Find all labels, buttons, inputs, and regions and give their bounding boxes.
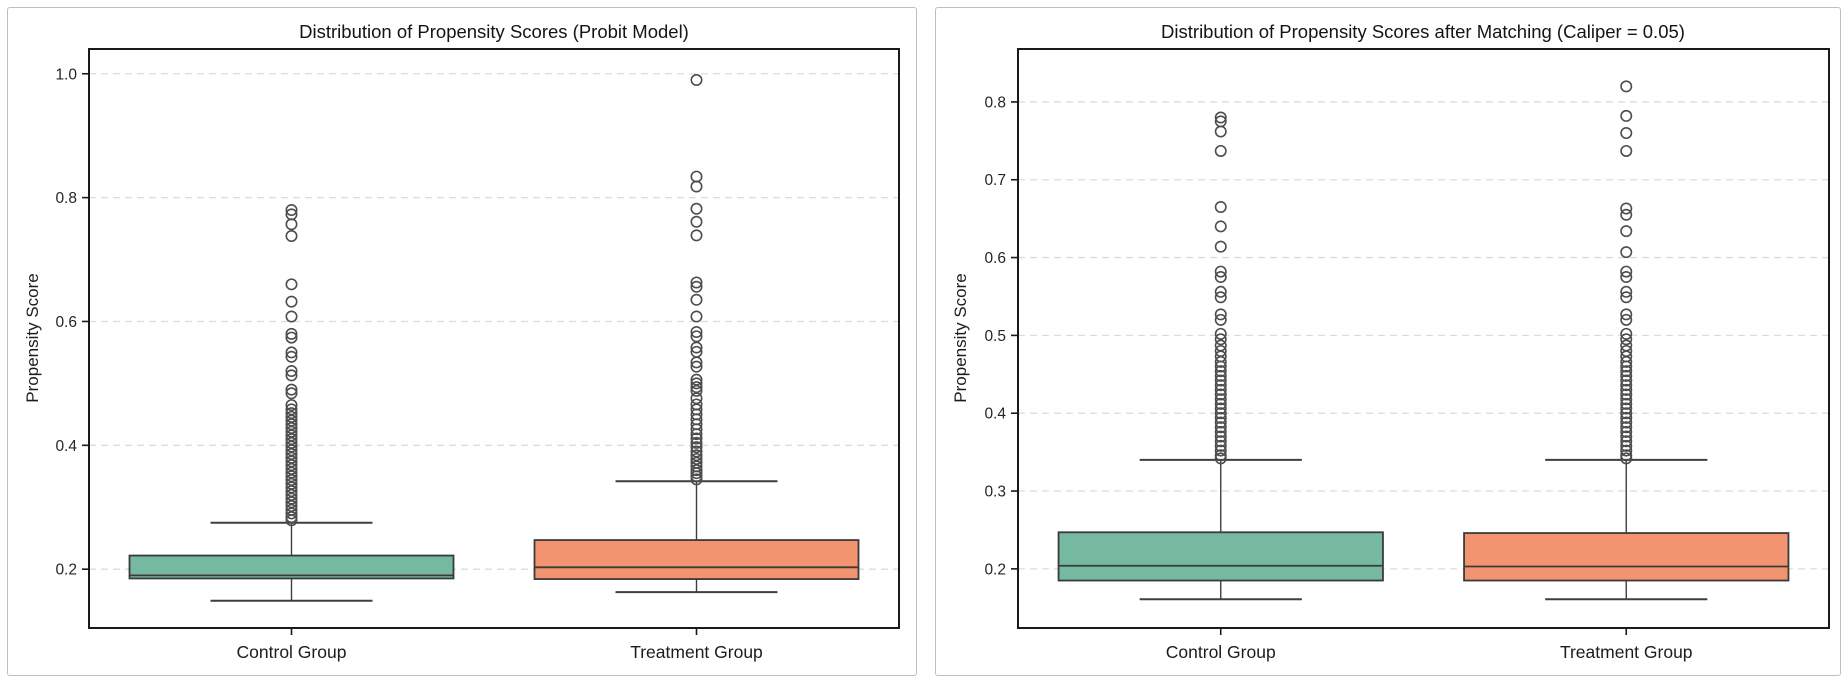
chart-panel-after-matching: 0.2 0.3 0.4 0.5 0.6 0.7 0.8 Control Group Treatm…: [935, 7, 1841, 676]
y-tick-label: 0.6: [984, 250, 1006, 267]
outliers-treatment-group: [690, 73, 703, 486]
y-axis: 0.2 0.3 0.4 0.5 0.6 0.7 0.8: [984, 94, 1018, 578]
plot-border: [1017, 48, 1830, 629]
x-tick-label: Control Group: [1166, 642, 1276, 662]
y-tick-label: 0.2: [55, 562, 77, 579]
outliers-control-group: [285, 204, 298, 527]
y-axis-label: Propensity Score: [23, 273, 42, 402]
box-treatment-group: [1463, 458, 1790, 601]
y-tick-label: 0.8: [55, 190, 77, 207]
plot-area: 0.2 0.4 0.6 0.8 1.0 Control Group Treatment Gr…: [55, 48, 900, 662]
x-axis: Control Group Treatment Group: [237, 628, 763, 662]
chart-title: Distribution of Propensity Scores after …: [1161, 21, 1685, 42]
box-treatment-group: [533, 480, 860, 594]
y-tick-label: 1.0: [55, 66, 77, 83]
y-tick-label: 0.5: [984, 328, 1006, 345]
y-axis: 0.2 0.4 0.6 0.8 1.0: [55, 66, 89, 579]
gridlines: [1018, 101, 1829, 570]
y-axis-label: Propensity Score: [951, 273, 970, 402]
y-tick-label: 0.4: [984, 406, 1006, 423]
x-tick-label: Treatment Group: [630, 642, 763, 662]
y-tick-label: 0.4: [55, 438, 77, 455]
boxplot-before-matching: 0.2 0.4 0.6 0.8 1.0 Control Group Treatment Gr…: [23, 21, 900, 662]
y-tick-label: 0.8: [984, 94, 1006, 111]
y-tick-label: 0.6: [55, 314, 77, 331]
x-tick-label: Control Group: [237, 642, 347, 662]
y-tick-label: 0.3: [984, 484, 1006, 501]
y-tick-label: 0.2: [984, 561, 1006, 578]
gridlines: [89, 73, 899, 570]
outliers-control-group: [1214, 111, 1227, 465]
y-tick-label: 0.7: [984, 172, 1006, 189]
plot-area: 0.2 0.3 0.4 0.5 0.6 0.7 0.8 Control Group Treatm…: [984, 48, 1830, 662]
box-control-group: [1057, 458, 1384, 601]
plot-border: [88, 48, 900, 629]
chart-title: Distribution of Propensity Scores (Probi…: [299, 21, 689, 42]
x-axis: Control Group Treatment Group: [1166, 628, 1693, 662]
chart-panel-before-matching: 0.2 0.4 0.6 0.8 1.0 Control Group Treatment Gr…: [7, 7, 917, 676]
boxplot-after-matching: 0.2 0.3 0.4 0.5 0.6 0.7 0.8 Control Group Treatm…: [951, 21, 1830, 662]
x-tick-label: Treatment Group: [1560, 642, 1693, 662]
box-control-group: [128, 521, 455, 602]
outliers-treatment-group: [1620, 80, 1633, 465]
